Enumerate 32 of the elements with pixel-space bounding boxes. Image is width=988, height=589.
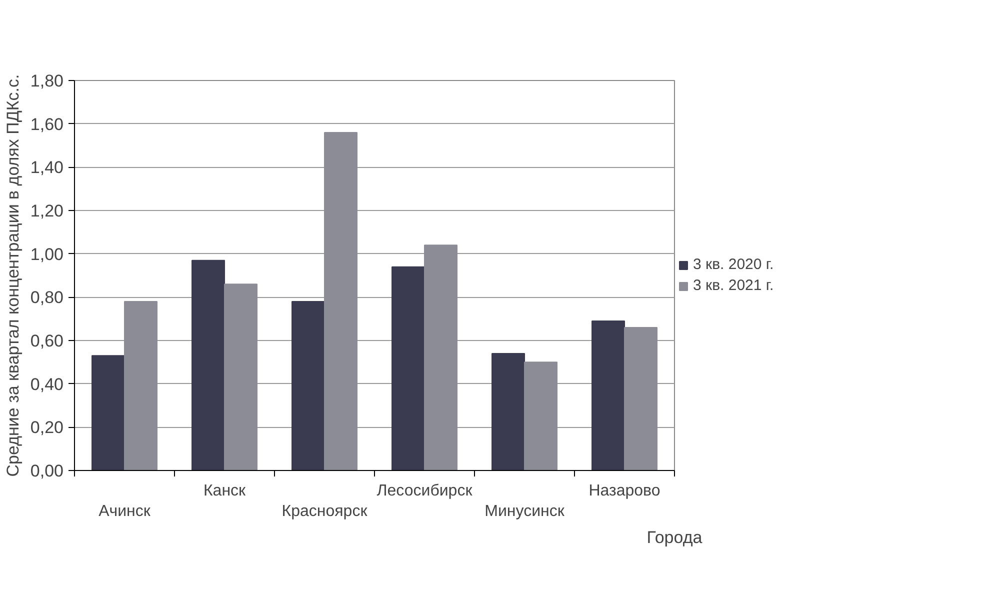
x-tick-label: Ачинск xyxy=(98,502,152,520)
y-tick-label: 0,00 xyxy=(30,462,64,480)
bar xyxy=(492,353,525,470)
x-tick-label: Назарово xyxy=(588,482,660,500)
x-tick-label: Минусинск xyxy=(484,502,566,520)
bar xyxy=(92,355,125,470)
bar xyxy=(592,320,625,470)
y-tick-label: 1,60 xyxy=(30,114,64,134)
bar xyxy=(224,284,258,470)
bar xyxy=(292,301,325,470)
bar xyxy=(124,301,158,470)
y-tick-label: 1,20 xyxy=(30,202,64,220)
x-tick-label: Канск xyxy=(203,482,247,500)
x-tick-label: Красноярск xyxy=(282,502,368,520)
bar xyxy=(524,362,558,470)
legend-label: 3 кв. 2020 г. xyxy=(693,256,774,273)
y-tick-label: 0,40 xyxy=(30,374,64,394)
bar xyxy=(192,260,225,470)
y-tick-label: 1,40 xyxy=(30,158,64,178)
legend-label: 3 кв. 2021 г. xyxy=(693,277,774,294)
x-axis-title: Города xyxy=(646,528,703,547)
bar xyxy=(624,327,658,470)
bar xyxy=(324,132,358,470)
bar xyxy=(424,244,458,470)
y-tick-label: 1,00 xyxy=(30,244,64,264)
y-axis-title: Средние за квартал концентрации в долях ПДКс.с. xyxy=(3,74,22,477)
y-tick-label: 0,80 xyxy=(30,288,64,308)
y-tick-label: 0,20 xyxy=(30,418,64,438)
x-tick-label: Лесосибирск xyxy=(376,482,474,500)
y-tick-label: 0,60 xyxy=(30,332,64,350)
y-tick-label: 1,80 xyxy=(30,72,64,90)
bar xyxy=(392,266,425,470)
